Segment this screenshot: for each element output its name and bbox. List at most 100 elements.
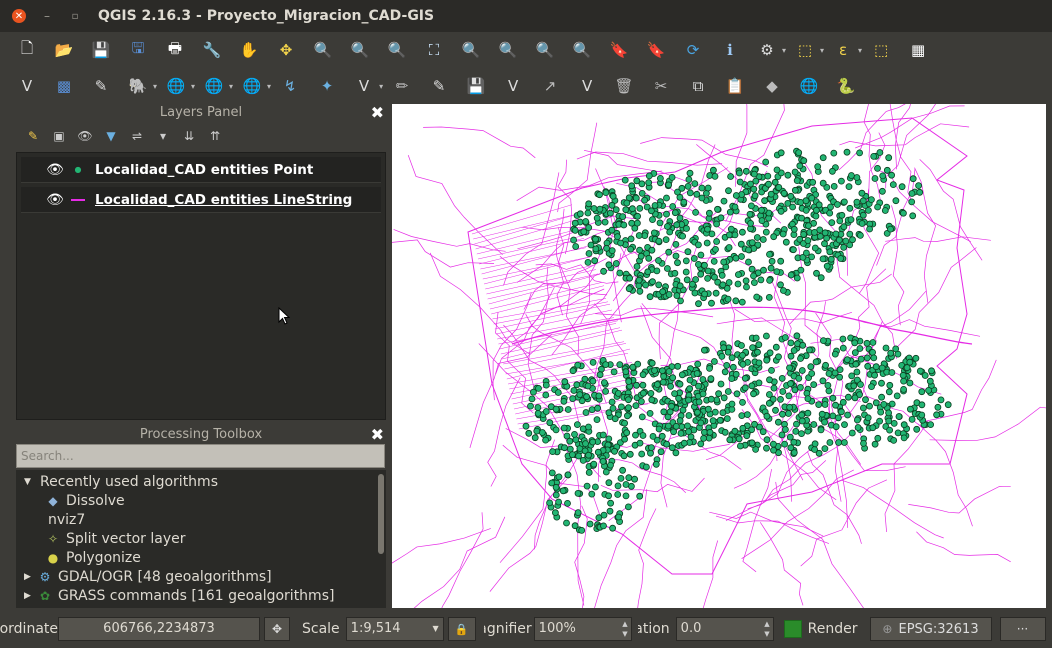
- save-project-icon[interactable]: 💾: [88, 37, 114, 63]
- gps-icon[interactable]: ◆: [759, 73, 785, 99]
- select-value-icon[interactable]: ε: [830, 37, 856, 63]
- copy-features-icon[interactable]: ⧉: [685, 73, 711, 99]
- zoom-last-icon[interactable]: 🔍: [532, 37, 558, 63]
- composer-manager-icon[interactable]: 🔧: [199, 37, 225, 63]
- add-raster-icon[interactable]: ▩: [51, 73, 77, 99]
- map-canvas[interactable]: [392, 104, 1046, 608]
- select-dropdown-icon[interactable]: ▾: [820, 45, 825, 55]
- minimize-window-button[interactable]: –: [44, 9, 50, 23]
- pan-icon[interactable]: ✋: [236, 37, 262, 63]
- rotation-spin-icon[interactable]: ▲ ▼: [764, 620, 770, 638]
- cut-features-icon[interactable]: ✂: [648, 73, 674, 99]
- delete-selected-icon[interactable]: 🗑: [611, 73, 637, 99]
- layers-tool-2-icon[interactable]: 👁: [77, 129, 93, 143]
- add-delimited-icon[interactable]: ✎: [88, 73, 114, 99]
- render-checkbox[interactable]: [783, 620, 802, 638]
- layers-tool-7-icon[interactable]: ⇈: [209, 129, 221, 143]
- pan-to-selection-icon[interactable]: ✥: [273, 37, 299, 63]
- show-bookmarks-icon[interactable]: 🔖: [643, 37, 669, 63]
- scale-combobox[interactable]: 1:9,514 ▼: [345, 617, 444, 641]
- open-project-icon[interactable]: 📂: [51, 37, 77, 63]
- add-wms-icon[interactable]: 🌐: [163, 73, 189, 99]
- attribute-table-icon[interactable]: ▦: [905, 37, 931, 63]
- zoom-out-icon[interactable]: 🔍: [347, 37, 373, 63]
- tree-group[interactable]: ▶ ✿ GRASS commands [161 geoalgorithms]: [16, 586, 386, 605]
- new-project-icon[interactable]: 🗋: [14, 37, 40, 63]
- magnifier-spinbox[interactable]: 100% ▲ ▼: [533, 617, 632, 641]
- map-point: [753, 293, 761, 301]
- save-edits-icon[interactable]: 💾: [463, 73, 489, 99]
- identify-icon[interactable]: ℹ: [717, 37, 743, 63]
- add-wfs-dropdown-icon[interactable]: ▾: [267, 81, 272, 91]
- add-wcs-dropdown-icon[interactable]: ▾: [229, 81, 234, 91]
- coordinate-field[interactable]: 606766,2234873: [58, 617, 260, 641]
- magnifier-spin-icon[interactable]: ▲ ▼: [622, 620, 628, 638]
- expand-arrow-down-icon[interactable]: ▼: [24, 476, 31, 487]
- layers-tool-4-icon[interactable]: ⇌: [131, 129, 143, 143]
- tree-group[interactable]: ▶ ⚙ GDAL/OGR [48 geoalgorithms]: [16, 567, 386, 586]
- crs-button[interactable]: ⊕ EPSG:32613: [869, 617, 992, 641]
- paste-features-icon[interactable]: 📋: [722, 73, 748, 99]
- layers-panel-close-icon[interactable]: ✖: [370, 103, 384, 122]
- add-wfs-icon[interactable]: 🌐: [239, 73, 265, 99]
- print-composer-icon[interactable]: 🖶: [162, 37, 188, 63]
- visibility-eye-icon[interactable]: 👁: [46, 161, 64, 178]
- action-icon[interactable]: ⚙: [754, 37, 780, 63]
- layers-tool-1-icon[interactable]: ▣: [53, 129, 65, 143]
- zoom-next-icon[interactable]: 🔍: [569, 37, 595, 63]
- layers-tool-0-icon[interactable]: ✎: [27, 129, 39, 143]
- add-postgis-dropdown-icon[interactable]: ▾: [153, 81, 158, 91]
- processing-tree-scrollbar[interactable]: [378, 474, 384, 554]
- map-point: [881, 207, 889, 214]
- new-shapefile-dropdown-icon[interactable]: ▾: [379, 81, 384, 91]
- layer-row[interactable]: 👁 ● Localidad_CAD entities Point: [21, 157, 381, 183]
- tree-algorithm[interactable]: ● Polygonize: [16, 548, 386, 567]
- zoom-layer-icon[interactable]: 🔍: [495, 37, 521, 63]
- layers-tool-5-icon[interactable]: ▾: [159, 129, 167, 143]
- map-point: [852, 360, 860, 368]
- add-wcs-icon[interactable]: 🌐: [201, 73, 227, 99]
- visibility-eye-icon[interactable]: 👁: [46, 191, 64, 208]
- tree-group[interactable]: ▼ Recently used algorithms: [16, 472, 386, 491]
- new-shapefile-icon[interactable]: V: [351, 73, 377, 99]
- close-window-button[interactable]: ✕: [12, 9, 26, 23]
- expand-arrow-right-icon[interactable]: ▶: [24, 571, 31, 582]
- scale-lock-button[interactable]: 🔒: [447, 617, 476, 641]
- add-spatialite-icon[interactable]: ✦: [314, 73, 340, 99]
- expand-arrow-right-icon[interactable]: ▶: [24, 590, 31, 601]
- layers-tool-3-icon[interactable]: ▼: [106, 129, 116, 143]
- move-feature-icon[interactable]: ↗: [537, 73, 563, 99]
- zoom-in-icon[interactable]: 🔍: [310, 37, 336, 63]
- add-wms-dropdown-icon[interactable]: ▾: [191, 81, 196, 91]
- node-tool-icon[interactable]: V: [574, 73, 600, 99]
- refresh-icon[interactable]: ⟳: [680, 37, 706, 63]
- tree-algorithm[interactable]: nviz7: [16, 510, 386, 529]
- action-dropdown-icon[interactable]: ▾: [782, 45, 787, 55]
- deselect-icon[interactable]: ⬚: [868, 37, 894, 63]
- new-bookmark-icon[interactable]: 🔖: [606, 37, 632, 63]
- tree-algorithm[interactable]: ◆ Dissolve: [16, 491, 386, 510]
- zoom-native-icon[interactable]: 🔍: [384, 37, 410, 63]
- zoom-full-icon[interactable]: ⛶: [421, 37, 447, 63]
- select-icon[interactable]: ⬚: [792, 37, 818, 63]
- add-postgis-icon[interactable]: 🐘: [125, 73, 151, 99]
- select-value-dropdown-icon[interactable]: ▾: [858, 45, 863, 55]
- add-feature-icon[interactable]: V: [500, 73, 526, 99]
- processing-toolbox-close-icon[interactable]: ✖: [370, 425, 384, 444]
- messages-button[interactable]: ···: [999, 617, 1046, 641]
- toggle-editing-icon[interactable]: ✎: [426, 73, 452, 99]
- globe-icon[interactable]: 🌐: [796, 73, 822, 99]
- python-icon[interactable]: 🐍: [833, 73, 859, 99]
- zoom-selection-icon[interactable]: 🔍: [458, 37, 484, 63]
- processing-search-input[interactable]: Search...: [16, 444, 385, 468]
- add-virtual-icon[interactable]: ↯: [277, 73, 303, 99]
- coordinate-toggle-button[interactable]: ✥: [264, 617, 290, 641]
- maximize-window-button[interactable]: ▫: [71, 10, 79, 22]
- rotation-spinbox[interactable]: 0.0 ▲ ▼: [675, 617, 774, 641]
- layers-tool-6-icon[interactable]: ⇊: [183, 129, 195, 143]
- layer-row[interactable]: 👁 Localidad_CAD entities LineString: [21, 187, 381, 213]
- digitize-current-edits-icon[interactable]: ✏: [389, 73, 415, 99]
- save-as-icon[interactable]: 🖫: [125, 37, 151, 63]
- add-vector-icon[interactable]: V: [14, 73, 40, 99]
- tree-algorithm[interactable]: ✧ Split vector layer: [16, 529, 386, 548]
